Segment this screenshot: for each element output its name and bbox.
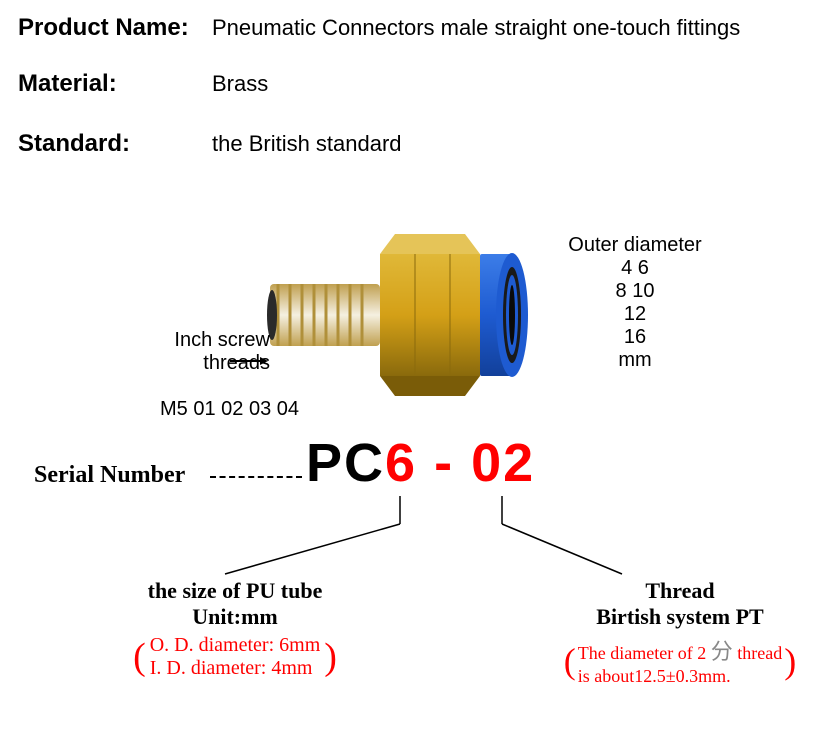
serial-number: PC6 - 02 — [306, 432, 535, 494]
material-label: Material: — [18, 70, 212, 98]
thread-codes: M5 01 02 03 04 — [160, 398, 299, 421]
thread-annotation: Inch screw threads — [110, 329, 270, 375]
pu-details: ( O. D. diameter: 6mm I. D. diameter: 4m… — [85, 634, 385, 680]
standard-label: Standard: — [18, 130, 212, 158]
thread-annot-line2: threads — [110, 352, 270, 375]
pu-tube-block: the size of PU tube Unit:mm ( O. D. diam… — [85, 578, 385, 680]
serial-dash: - — [417, 433, 471, 493]
thread-details: ( The diameter of 2 分 thread is about12.… — [535, 634, 825, 687]
pu-id: I. D. diameter: 4mm — [150, 657, 321, 680]
od-row4: 16 — [560, 326, 710, 349]
od-row1: 4 6 — [560, 257, 710, 280]
pu-line2: Unit:mm — [85, 604, 385, 630]
product-name-value: Pneumatic Connectors male straight one-t… — [212, 15, 740, 41]
od-row3: 12 — [560, 303, 710, 326]
thread-annot-line1: Inch screw — [110, 329, 270, 352]
material-value: Brass — [212, 71, 268, 97]
serial-pc: PC — [306, 433, 385, 493]
serial-label-leader — [210, 476, 302, 478]
od-row5: mm — [560, 349, 710, 372]
thread-arrow — [230, 360, 260, 362]
thread-block: Thread Birtish system PT ( The diameter … — [535, 578, 825, 687]
pu-od: O. D. diameter: 6mm — [150, 634, 321, 657]
serial-six: 6 — [385, 433, 417, 493]
serial-02: 02 — [471, 433, 535, 493]
serial-label: Serial Number — [34, 462, 185, 489]
pu-line1: the size of PU tube — [85, 578, 385, 604]
od-row2: 8 10 — [560, 280, 710, 303]
product-name-label: Product Name: — [18, 14, 212, 42]
thread-d2: is about12.5±0.3mm. — [578, 666, 782, 687]
thread-d1: The diameter of 2 分 thread — [578, 634, 782, 666]
thread-line1: Thread — [535, 578, 825, 604]
thread-line2: Birtish system PT — [535, 604, 825, 630]
outer-diameter-annotation: Outer diameter 4 6 8 10 12 16 mm — [560, 234, 710, 372]
connector-illustration — [250, 214, 570, 414]
standard-value: the British standard — [212, 131, 402, 157]
od-title: Outer diameter — [560, 234, 710, 257]
